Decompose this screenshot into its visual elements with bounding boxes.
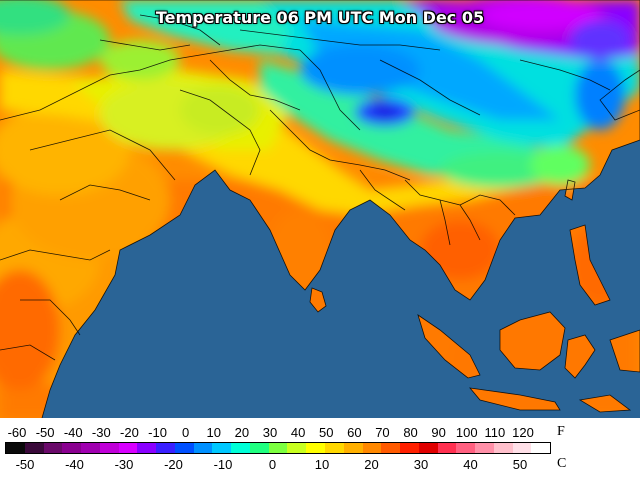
color-scale-swatch <box>437 443 457 453</box>
fahrenheit-tick-label: -10 <box>148 425 167 440</box>
fahrenheit-unit-label: F <box>557 424 565 439</box>
color-scale-swatch <box>531 443 551 453</box>
celsius-tick-label: -30 <box>114 457 134 472</box>
color-scale-swatch <box>137 443 157 453</box>
fahrenheit-tick-label: -20 <box>120 425 139 440</box>
color-scale-swatch <box>306 443 326 453</box>
country-borders <box>0 0 640 418</box>
fahrenheit-tick-label: 10 <box>206 425 221 440</box>
color-scale-swatch <box>24 443 44 453</box>
fahrenheit-tick-label: -40 <box>63 425 83 440</box>
celsius-tick-label: 30 <box>413 457 429 472</box>
celsius-tick-label: -50 <box>15 457 35 472</box>
color-scale-swatch <box>81 443 100 453</box>
color-scale-swatch <box>99 443 119 453</box>
celsius-tick-label: 10 <box>314 457 330 472</box>
celsius-tick-label: 20 <box>364 457 379 472</box>
fahrenheit-tick-label: 110 <box>484 425 506 440</box>
color-scale-swatch <box>249 443 269 453</box>
color-scale-swatch <box>6 443 25 453</box>
celsius-tick-label: 50 <box>512 457 528 472</box>
fahrenheit-tick-label: -30 <box>91 425 111 440</box>
color-scale-swatch <box>231 443 250 453</box>
fahrenheit-tick-label: 60 <box>347 425 362 440</box>
fahrenheit-tick-label: 0 <box>182 425 190 440</box>
celsius-tick-label: 0 <box>268 457 277 472</box>
color-scale-swatch <box>475 443 494 453</box>
color-scale-swatch <box>512 443 532 453</box>
celsius-tick-label: -20 <box>164 457 183 472</box>
color-scale-swatch <box>212 443 232 453</box>
color-scale-swatch <box>156 443 175 453</box>
color-scale-swatch <box>287 443 307 453</box>
map-title: Temperature 06 PM UTC Mon Dec 05 <box>155 8 485 27</box>
fahrenheit-tick-label: -60 <box>7 425 27 440</box>
color-scale-swatch <box>400 443 419 453</box>
temperature-map <box>0 0 640 418</box>
color-scale-swatch <box>193 443 213 453</box>
color-scale-swatch <box>268 443 288 453</box>
fahrenheit-tick-label: 40 <box>290 425 306 440</box>
fahrenheit-tick-label: 20 <box>234 425 250 440</box>
fahrenheit-tick-label: 120 <box>512 425 534 440</box>
land-temperature-field <box>0 0 640 418</box>
color-scale-swatch <box>118 443 138 453</box>
color-scale-swatch <box>456 443 476 453</box>
fahrenheit-tick-label: 90 <box>431 425 446 440</box>
fahrenheit-tick-label: -50 <box>35 425 55 440</box>
color-scale-swatch <box>362 443 382 453</box>
color-scale-swatch <box>325 443 344 453</box>
color-scale-swatch <box>381 443 401 453</box>
color-scale-swatch <box>62 443 82 453</box>
color-scale-swatch <box>418 443 438 453</box>
celsius-tick-label: 40 <box>463 457 478 472</box>
celsius-tick-label: -40 <box>65 457 84 472</box>
celsius-tick-label: -10 <box>213 457 233 472</box>
fahrenheit-tick-label: 50 <box>318 425 334 440</box>
celsius-unit-label: C <box>557 456 567 471</box>
fahrenheit-tick-label: 30 <box>262 425 278 440</box>
fahrenheit-tick-label: 70 <box>375 425 390 440</box>
fahrenheit-tick-label: 100 <box>455 425 478 440</box>
fahrenheit-tick-label: 80 <box>403 425 418 440</box>
color-scale-swatch <box>43 443 63 453</box>
color-scale-swatch <box>174 443 194 453</box>
color-scale-swatch <box>493 443 513 453</box>
color-scale-bar <box>5 442 551 454</box>
color-scale-swatch <box>343 443 363 453</box>
